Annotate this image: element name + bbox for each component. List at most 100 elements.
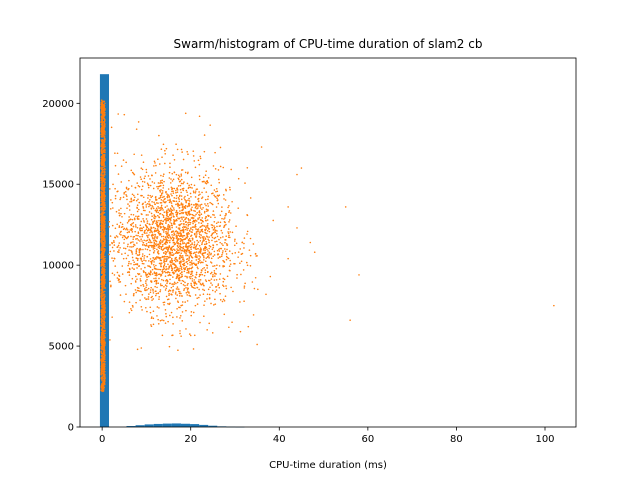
swarm-point xyxy=(128,187,130,190)
swarm-point xyxy=(160,248,163,251)
swarm-point xyxy=(186,205,189,208)
swarm-point xyxy=(178,249,180,251)
swarm-point xyxy=(173,200,176,202)
swarm-point xyxy=(184,218,186,221)
swarm-point xyxy=(177,227,180,229)
swarm-point xyxy=(208,215,210,217)
swarm-point xyxy=(185,292,188,294)
swarm-point xyxy=(103,313,106,315)
swarm-point xyxy=(156,214,159,217)
swarm-point xyxy=(126,231,129,234)
swarm-point xyxy=(159,239,162,241)
swarm-point xyxy=(183,181,185,183)
swarm-point xyxy=(184,281,186,284)
swarm-point xyxy=(181,169,184,171)
swarm-point xyxy=(191,285,193,288)
swarm-point xyxy=(164,284,167,287)
swarm-point xyxy=(104,194,106,197)
swarm-point xyxy=(198,174,201,177)
swarm-point xyxy=(126,228,129,231)
swarm-point xyxy=(166,219,168,222)
swarm-point xyxy=(201,196,204,198)
swarm-point xyxy=(167,223,170,226)
swarm-point xyxy=(141,260,144,263)
swarm-point xyxy=(197,262,200,265)
swarm-point xyxy=(199,247,202,249)
swarm-point xyxy=(101,360,103,363)
swarm-point xyxy=(198,275,201,278)
swarm-point xyxy=(148,265,151,268)
swarm-point xyxy=(181,151,183,153)
swarm-point xyxy=(134,289,137,291)
swarm-point xyxy=(188,200,191,202)
swarm-point xyxy=(101,143,104,145)
swarm-point xyxy=(175,291,177,293)
swarm-point xyxy=(115,210,118,213)
swarm-point xyxy=(138,201,141,204)
swarm-point xyxy=(158,262,161,265)
swarm-point xyxy=(188,232,190,235)
swarm-point xyxy=(194,191,197,194)
swarm-point xyxy=(178,207,181,209)
swarm-point xyxy=(166,205,168,207)
swarm-point xyxy=(111,201,114,204)
swarm-outlier-point xyxy=(123,113,126,116)
swarm-point xyxy=(130,235,132,238)
x-tick-label: 0 xyxy=(99,434,105,445)
swarm-point xyxy=(135,238,137,240)
swarm-point xyxy=(218,278,221,280)
y-tick-label: 0 xyxy=(68,423,74,434)
swarm-point xyxy=(201,208,203,211)
swarm-point xyxy=(151,223,154,226)
swarm-point xyxy=(191,243,193,246)
swarm-point xyxy=(163,180,165,183)
swarm-point xyxy=(170,211,173,214)
swarm-point xyxy=(127,254,129,257)
swarm-point xyxy=(165,252,167,255)
swarm-point xyxy=(184,301,186,303)
swarm-point xyxy=(214,286,217,288)
swarm-point xyxy=(161,278,163,281)
swarm-point xyxy=(116,277,119,279)
swarm-point xyxy=(172,223,175,225)
swarm-point xyxy=(178,274,181,277)
swarm-point xyxy=(232,290,234,293)
swarm-point xyxy=(188,197,190,200)
swarm-point xyxy=(159,194,162,197)
swarm-point xyxy=(194,215,196,217)
swarm-point xyxy=(197,252,200,254)
swarm-point xyxy=(180,229,182,232)
swarm-point xyxy=(216,190,219,193)
swarm-point xyxy=(145,204,148,206)
swarm-point xyxy=(249,197,252,199)
swarm-point xyxy=(157,282,159,284)
swarm-point xyxy=(162,225,165,228)
swarm-point xyxy=(133,217,136,220)
swarm-point xyxy=(166,217,169,220)
swarm-point xyxy=(152,234,155,236)
swarm-point xyxy=(179,257,181,260)
swarm-point xyxy=(175,265,177,268)
swarm-point xyxy=(165,222,167,224)
swarm-point xyxy=(229,212,232,214)
swarm-point xyxy=(240,273,242,276)
x-axis-title: CPU-time duration (ms) xyxy=(269,460,387,471)
swarm-point xyxy=(198,261,200,263)
swarm-point xyxy=(185,309,187,312)
swarm-point xyxy=(212,210,215,212)
swarm-point xyxy=(165,212,168,215)
swarm-point xyxy=(189,192,192,195)
swarm-point xyxy=(206,180,209,182)
swarm-point xyxy=(164,275,167,277)
swarm-point xyxy=(123,247,125,250)
swarm-point xyxy=(108,253,110,256)
swarm-point xyxy=(166,193,168,195)
swarm-point xyxy=(132,238,134,241)
swarm-point xyxy=(187,199,189,202)
swarm-point xyxy=(148,234,150,236)
swarm-point xyxy=(213,250,216,253)
swarm-point xyxy=(208,236,210,238)
swarm-point xyxy=(208,239,210,242)
swarm-point xyxy=(213,189,216,191)
swarm-point xyxy=(179,262,182,264)
